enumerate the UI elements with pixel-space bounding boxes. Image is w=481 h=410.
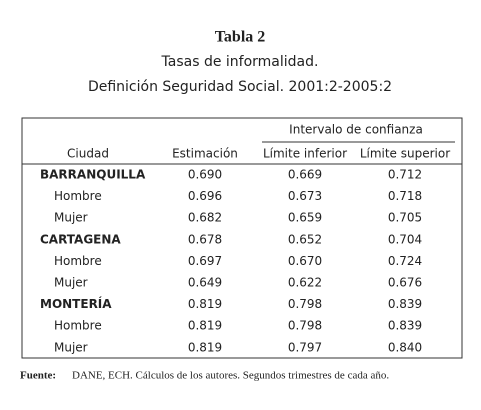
subtitle: Tasas de informalidad. <box>161 54 319 70</box>
cell: 0.712 <box>388 168 422 182</box>
cell: 0.718 <box>388 189 422 203</box>
cell: 0.819 <box>188 319 222 333</box>
cell: 0.673 <box>288 189 322 203</box>
row-label: CARTAGENA <box>40 232 121 246</box>
row-label: MONTERÍA <box>40 296 112 311</box>
cell: 0.839 <box>388 297 422 311</box>
cell: 0.798 <box>288 297 322 311</box>
cell: 0.690 <box>188 168 222 182</box>
cell: 0.678 <box>188 232 222 246</box>
cell: 0.797 <box>288 340 322 354</box>
cell: 0.840 <box>388 340 422 354</box>
column-header: Ciudad <box>67 147 109 161</box>
row-label: Hombre <box>54 254 102 268</box>
cell: 0.819 <box>188 340 222 354</box>
cell: 0.670 <box>288 254 322 268</box>
title: Tabla 2 <box>215 29 266 46</box>
row-label: Mujer <box>54 211 88 225</box>
cell: 0.659 <box>288 211 322 225</box>
cell: 0.622 <box>288 276 322 290</box>
cell: 0.652 <box>288 232 322 246</box>
table-border <box>21 117 463 359</box>
cell: 0.669 <box>288 168 322 182</box>
cell: 0.819 <box>188 297 222 311</box>
cell: 0.682 <box>188 211 222 225</box>
source-label: Fuente: <box>20 370 56 382</box>
subtitle: Definición Seguridad Social. 2001:2-2005… <box>88 79 392 95</box>
cell: 0.649 <box>188 276 222 290</box>
source-text: DANE, ECH. Cálculos de los autores. Segu… <box>72 370 389 382</box>
column-header: Límite superior <box>360 147 450 161</box>
column-header: Estimación <box>172 147 238 161</box>
cell: 0.676 <box>388 276 422 290</box>
cell: 0.697 <box>188 254 222 268</box>
row-label: BARRANQUILLA <box>40 168 146 182</box>
column-header: Límite inferior <box>263 147 347 161</box>
cell: 0.704 <box>388 232 422 246</box>
row-label: Mujer <box>54 340 88 354</box>
row-label: Mujer <box>54 276 88 290</box>
group-header: Intervalo de confianza <box>289 123 423 137</box>
cell: 0.798 <box>288 319 322 333</box>
cell: 0.839 <box>388 319 422 333</box>
cell: 0.724 <box>388 254 422 268</box>
row-label: Hombre <box>54 319 102 333</box>
row-label: Hombre <box>54 189 102 203</box>
cell: 0.705 <box>388 211 422 225</box>
cell: 0.696 <box>188 189 222 203</box>
